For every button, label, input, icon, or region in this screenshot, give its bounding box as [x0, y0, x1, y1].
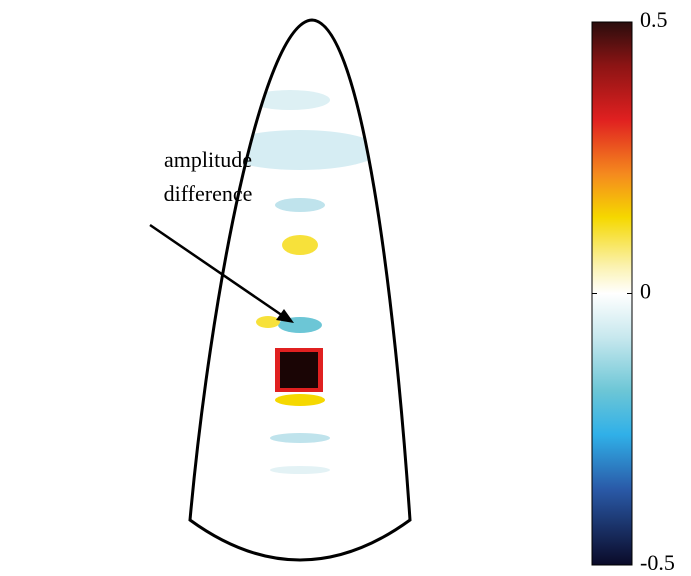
arrow [149, 223, 287, 320]
colorbar-tick-label: -0.5 [640, 550, 675, 575]
annotation: difference [164, 181, 253, 206]
colorbar [591, 21, 633, 566]
outline [188, 18, 412, 562]
arrow-head [276, 309, 294, 323]
annotation: amplitude [164, 147, 252, 172]
field-image [220, 90, 380, 474]
colorbar-tick-label: 0.5 [640, 7, 668, 32]
colorbar-tick-label: 0 [640, 279, 651, 304]
